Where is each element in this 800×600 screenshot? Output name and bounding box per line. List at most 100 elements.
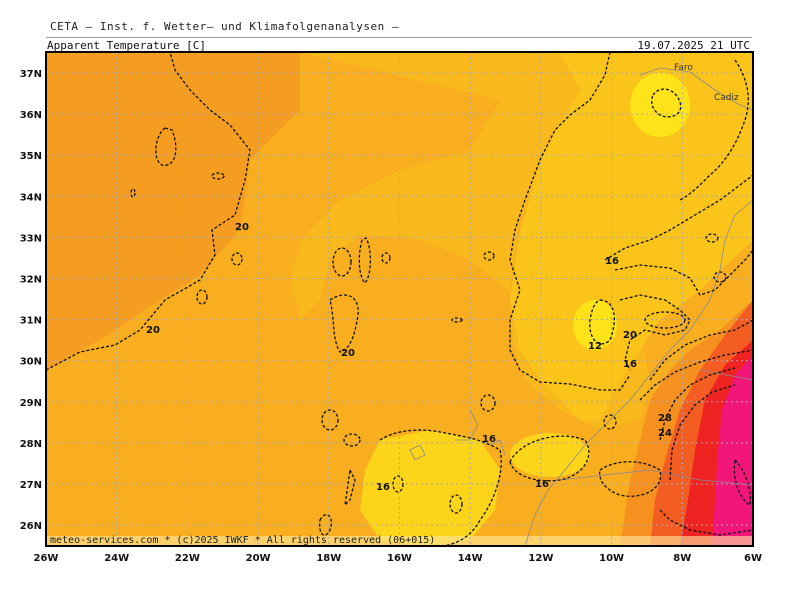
contour-24-a	[649, 319, 753, 381]
coast-africa	[524, 199, 753, 546]
contour-small-10	[344, 467, 356, 507]
longitude-label: 14W	[458, 553, 483, 564]
graticule	[46, 52, 753, 546]
latitude-label: 35N	[20, 151, 42, 162]
contour-mid-5	[483, 251, 495, 261]
field-yellow-12	[573, 300, 617, 350]
contour-16-east	[509, 52, 631, 391]
contour-label-layer: 20 20 20 16 20 16 12 16 28 24 16 16	[146, 222, 672, 493]
latitude-label: 33N	[20, 233, 42, 244]
header-title: CETA — Inst. f. Wetter— und Klimafolgena…	[50, 20, 400, 33]
contour-18	[604, 174, 753, 261]
contour-south-1	[659, 509, 753, 536]
coast-iberia	[639, 67, 753, 111]
contour-20-west	[46, 52, 251, 371]
isotherms	[46, 52, 753, 546]
contour-west-small-3	[130, 188, 136, 198]
contour-label: 28	[658, 413, 672, 424]
island-1	[455, 409, 479, 441]
contour-west-small-4	[231, 252, 243, 266]
contour-16-south	[379, 429, 502, 546]
longitude-label: 6W	[744, 553, 762, 564]
island-3	[409, 444, 426, 461]
contour-mid-2	[358, 237, 372, 284]
valid-time: 19.07.2025 21 UTC	[637, 39, 750, 52]
contour-west-small-5	[196, 289, 208, 305]
contour-small-7	[321, 409, 339, 431]
contour-label: 16	[605, 256, 619, 267]
latitude-label: 37N	[20, 69, 42, 80]
longitude-label: 8W	[673, 553, 691, 564]
longitude-label: 20W	[246, 553, 271, 564]
contour-small-14	[705, 233, 719, 243]
contour-label: 16	[482, 434, 496, 445]
contour-label: 16	[376, 482, 390, 493]
contour-label: 24	[658, 428, 672, 439]
contour-small-13	[603, 414, 617, 430]
border-1	[699, 369, 753, 381]
field-bottom-strip	[46, 536, 753, 546]
contour-mid-4	[451, 317, 463, 323]
contour-label: 12	[588, 341, 602, 352]
contour-mid-3	[381, 252, 391, 264]
field-yellow-south-east	[510, 433, 590, 477]
temperature-field	[46, 52, 753, 546]
latitude-label: 34N	[20, 192, 42, 203]
latitude-label: 29N	[20, 398, 42, 409]
contour-mid-1	[332, 247, 352, 277]
field-yellow-south	[360, 430, 500, 546]
latitude-label: 28N	[20, 439, 42, 450]
contour-mid-20	[329, 294, 359, 353]
contour-label: 20	[235, 222, 249, 233]
latitude-label: 32N	[20, 275, 42, 286]
contour-label: 16	[535, 479, 549, 490]
longitude-label: 18W	[316, 553, 341, 564]
field-light-east	[510, 52, 753, 420]
place-faro: Faro	[674, 63, 693, 73]
place-cadiz: Cadiz	[714, 93, 739, 103]
contour-iberia-east	[679, 59, 749, 201]
contour-28-a	[659, 367, 736, 441]
latitude-label: 31N	[20, 316, 42, 327]
contour-label: 20	[623, 330, 637, 341]
contour-16-south-east	[509, 435, 590, 482]
latitude-labels: 37N 36N 35N 34N 33N 32N 31N 30N 29N 28N 27N 26N	[20, 69, 42, 532]
longitude-labels: 26W 24W 22W 20W 18W 16W 14W 12W 10W 8W 6W	[34, 553, 762, 564]
longitude-label: 12W	[528, 553, 553, 564]
contour-label: 20	[341, 348, 355, 359]
footer-credit: meteo-services.com * (c)2025 IWKF * All …	[50, 535, 435, 546]
coastlines	[409, 67, 753, 546]
contour-24-b	[639, 349, 753, 401]
latitude-label: 30N	[20, 357, 42, 368]
field-yellow-faro	[630, 73, 690, 137]
latitude-label: 27N	[20, 480, 42, 491]
field-magenta	[712, 355, 753, 546]
contour-12	[589, 299, 615, 345]
contour-west-small-2	[211, 172, 225, 180]
map-frame	[45, 51, 754, 547]
contour-west-small-1	[155, 127, 177, 166]
contour-small-16	[644, 311, 686, 329]
contour-small-6	[480, 394, 496, 412]
contour-20-a	[619, 294, 691, 371]
latitude-label: 36N	[20, 110, 42, 121]
header-bar	[46, 37, 752, 53]
contour-south-3	[599, 461, 662, 497]
contour-28-b	[669, 384, 736, 481]
latitude-label: 26N	[20, 521, 42, 532]
contour-small-9	[392, 475, 404, 493]
contour-label: 20	[146, 325, 160, 336]
field-warm-west	[46, 52, 300, 370]
place-labels: Faro Cadiz	[674, 63, 739, 103]
contour-small-15	[713, 271, 727, 283]
island-2	[489, 439, 506, 456]
contour-small-12	[449, 494, 463, 514]
longitude-label: 24W	[104, 553, 129, 564]
longitude-label: 22W	[175, 553, 200, 564]
contour-faro-high	[651, 88, 682, 118]
longitude-label: 16W	[387, 553, 412, 564]
longitude-label: 10W	[599, 553, 624, 564]
border-2	[559, 469, 753, 486]
variable-label: Apparent_Temperature [C]	[47, 39, 206, 52]
